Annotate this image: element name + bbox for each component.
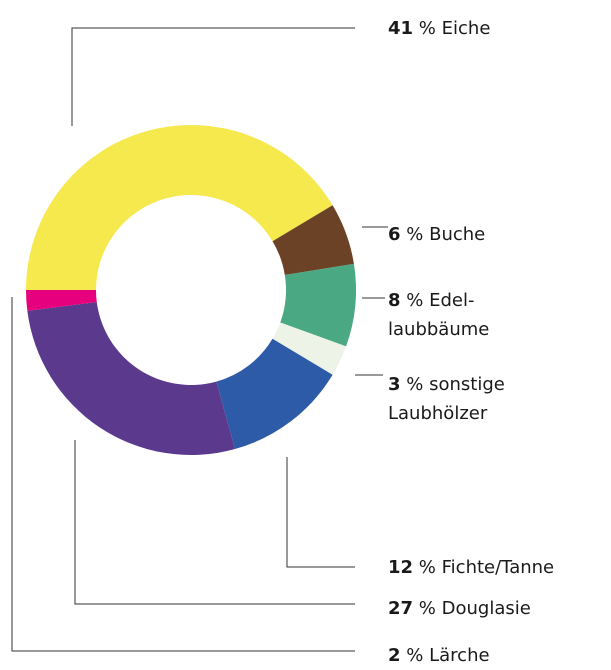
label: 8 % Edel- laubbäume: [388, 286, 489, 344]
category-label: Douglasie: [441, 598, 531, 619]
category-label: sonstige Laubhölzer: [388, 374, 505, 424]
unit: %: [406, 290, 424, 311]
leader-line: [71, 27, 355, 126]
donut-segment: [26, 124, 333, 290]
label: 2 % Lärche: [388, 641, 490, 670]
category-label: Edel- laubbäume: [388, 290, 490, 340]
leader-line: [74, 440, 355, 605]
donut-segment: [216, 338, 333, 450]
donut-segment: [280, 263, 356, 347]
category-label: Fichte/Tanne: [441, 557, 555, 578]
leader-line: [11, 297, 355, 652]
unit: %: [418, 18, 436, 39]
label: 12 % Fichte/Tanne: [388, 553, 554, 582]
label: 3 % sonstige Laubhölzer: [388, 370, 505, 428]
donut-segment: [272, 322, 347, 375]
value-label: 27: [388, 598, 414, 619]
label: 41 % Eiche: [388, 14, 490, 43]
category-label: Buche: [429, 224, 486, 245]
donut-segment: [27, 302, 235, 455]
label: 27 % Douglasie: [388, 594, 531, 623]
unit: %: [418, 598, 436, 619]
value-label: 12: [388, 557, 414, 578]
category-label: Eiche: [441, 18, 491, 39]
value-label: 8: [388, 290, 401, 311]
unit: %: [406, 224, 424, 245]
unit: %: [406, 645, 424, 666]
category-label: Lärche: [429, 645, 490, 666]
value-label: 3: [388, 374, 401, 395]
value-label: 6: [388, 224, 401, 245]
donut-segment: [272, 205, 354, 275]
unit: %: [406, 374, 424, 395]
label: 6 % Buche: [388, 220, 485, 249]
value-label: 2: [388, 645, 401, 666]
value-label: 41: [388, 18, 414, 39]
leader-line: [286, 457, 355, 568]
donut-segment: [26, 290, 97, 311]
unit: %: [418, 557, 436, 578]
